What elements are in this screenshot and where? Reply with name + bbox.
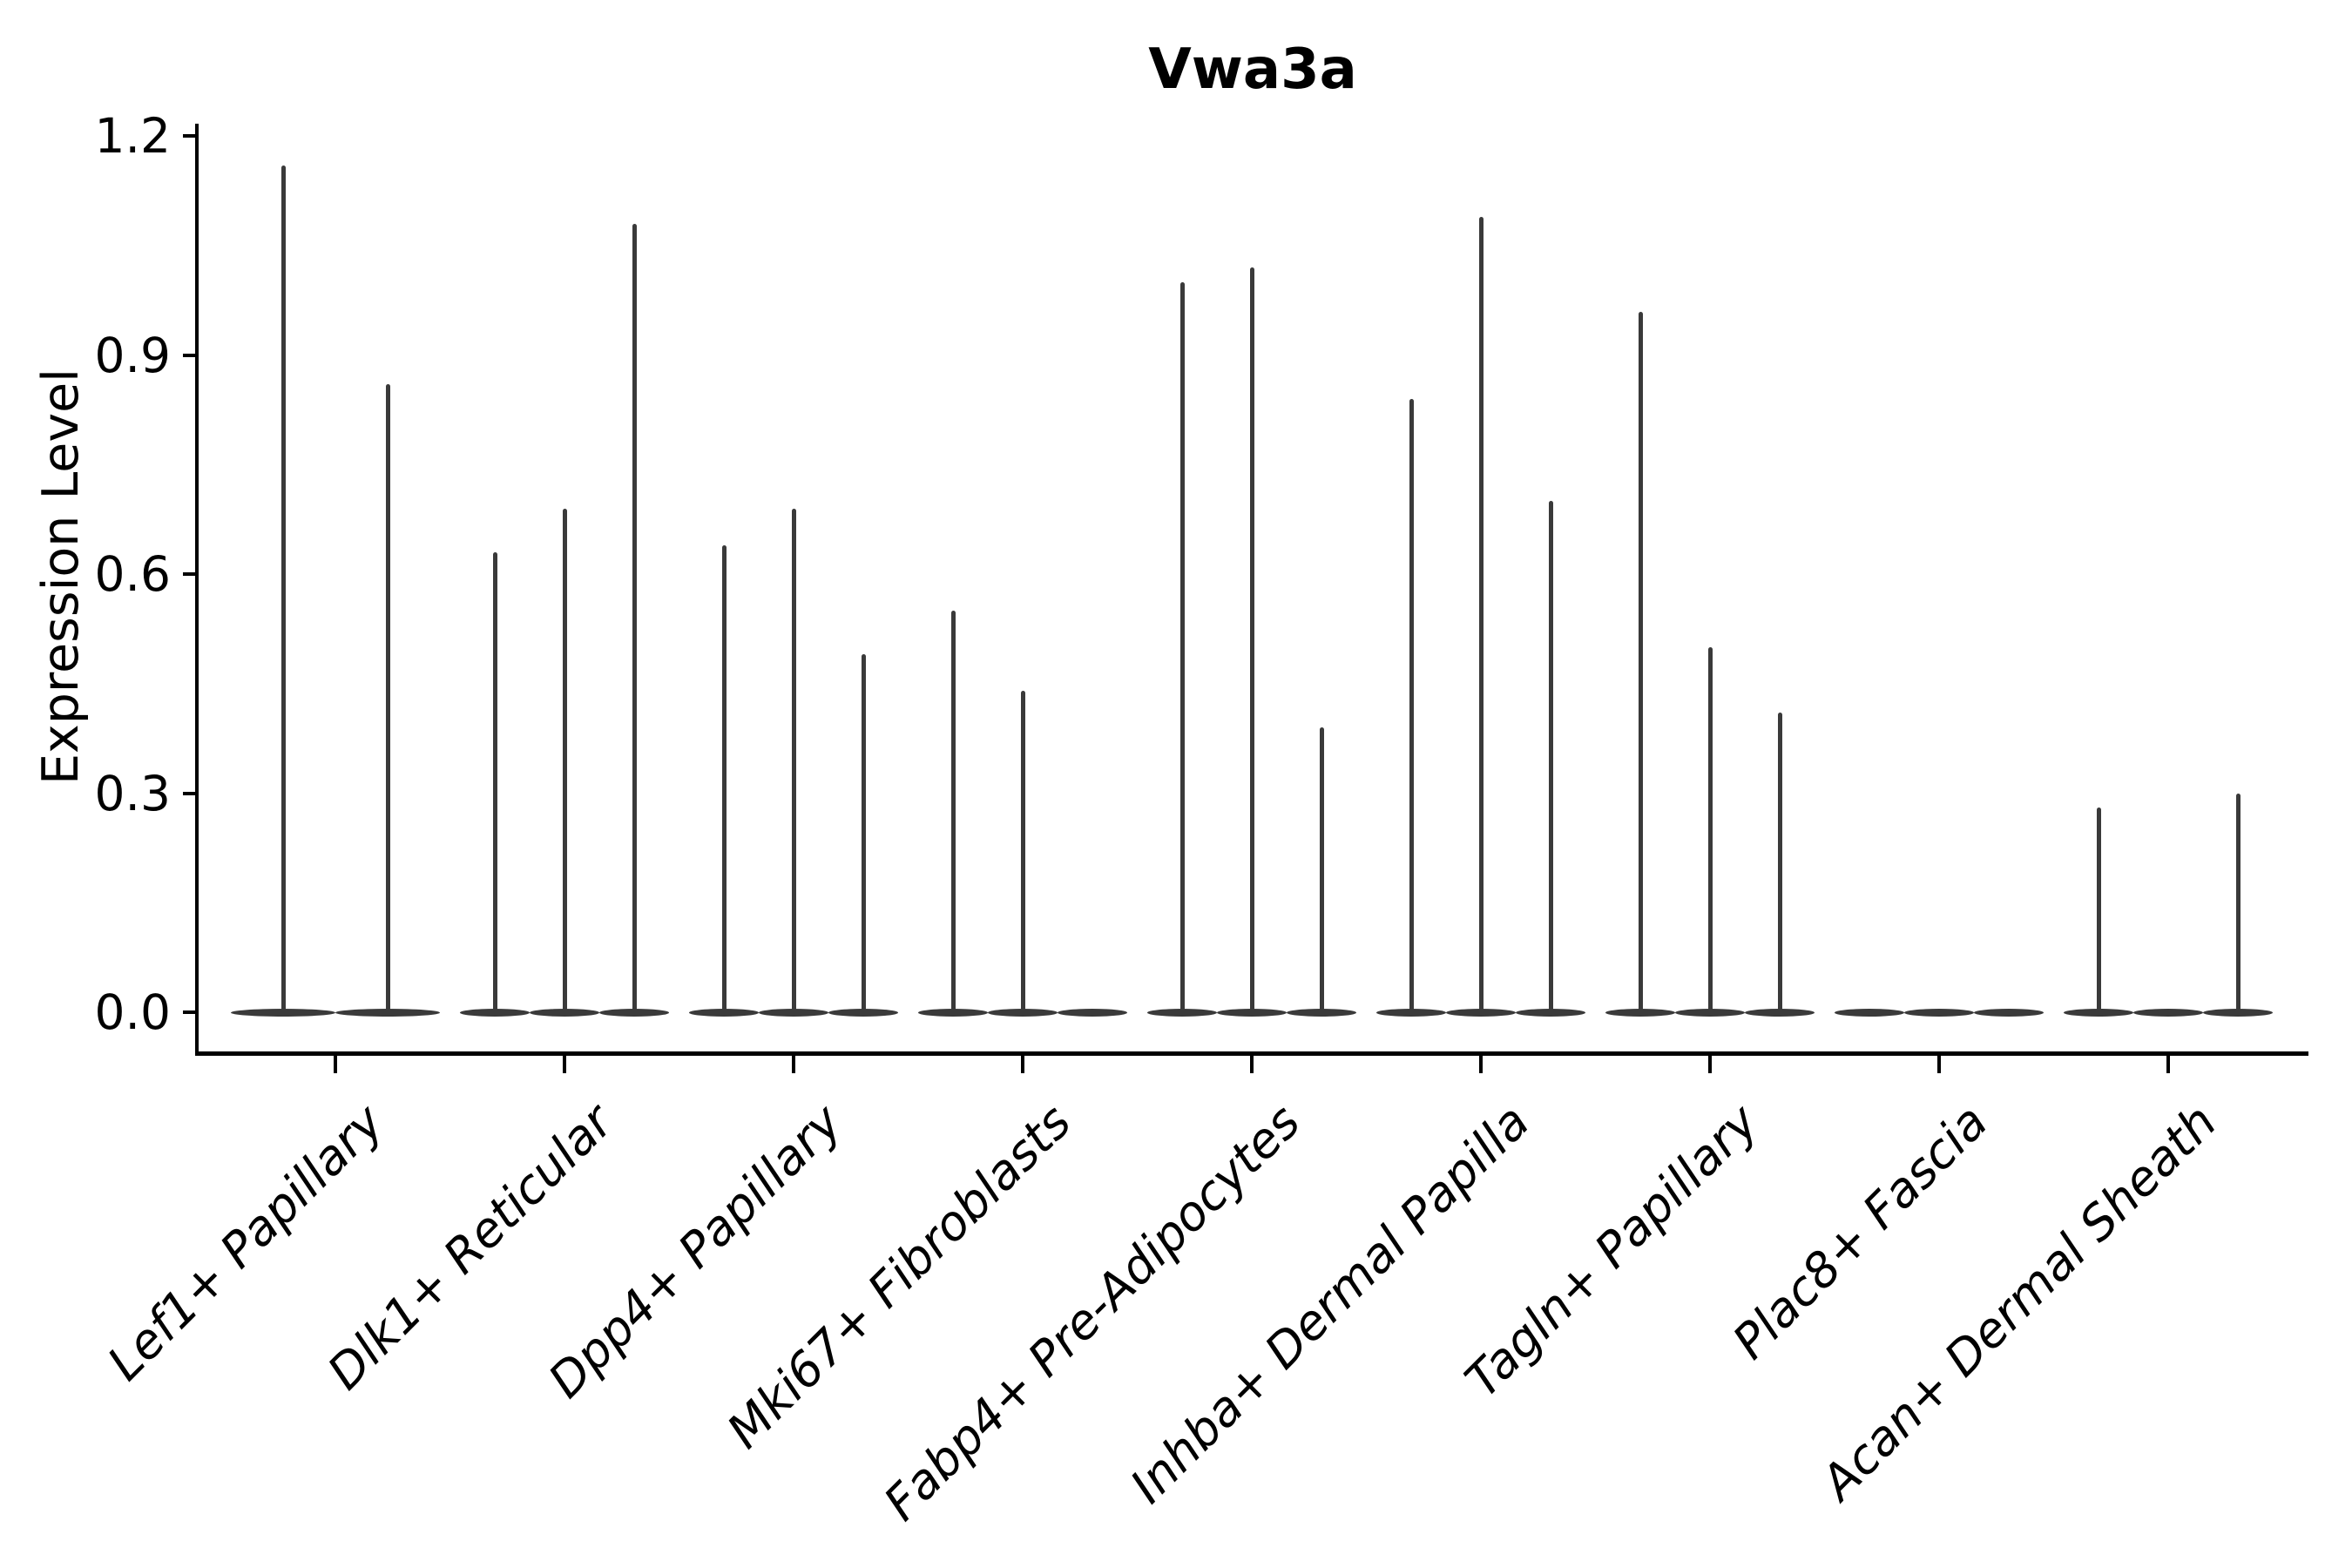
violin-base (689, 1008, 759, 1017)
y-tick-label: 0.6 (94, 546, 171, 603)
y-tick-label: 0.3 (94, 765, 171, 821)
x-tick (1250, 1056, 1254, 1073)
violin-base (1904, 1008, 1974, 1017)
x-tick (1479, 1056, 1483, 1073)
violin-spike (861, 654, 866, 1012)
x-axis-spine (195, 1051, 2308, 1056)
y-tick (183, 353, 195, 357)
violin-base (460, 1008, 530, 1017)
violin-base (828, 1008, 898, 1017)
violin-spike (950, 611, 956, 1012)
x-tick (1708, 1056, 1712, 1073)
y-tick (183, 134, 195, 139)
violin-base (1605, 1008, 1675, 1017)
x-tick (334, 1056, 337, 1073)
violin-base (1745, 1008, 1815, 1017)
violin-base (2064, 1008, 2133, 1017)
violin-spike (1179, 282, 1185, 1012)
violin-spike (791, 509, 796, 1012)
violin-spike (280, 166, 286, 1012)
x-tick (563, 1056, 566, 1073)
violin-spike (385, 384, 390, 1012)
y-axis-spine (195, 124, 199, 1056)
y-tick-label: 0.9 (94, 327, 171, 383)
violin-spike (1548, 501, 1553, 1012)
y-tick-label: 0.0 (94, 984, 171, 1040)
violin-spike (2235, 794, 2240, 1012)
violin-base (1675, 1008, 1745, 1017)
violin-base (1287, 1008, 1356, 1017)
y-tick (183, 1010, 195, 1014)
violin-spike (1478, 217, 1484, 1012)
x-tick (1021, 1056, 1024, 1073)
violin-spike (562, 509, 567, 1012)
violin-base (2203, 1008, 2273, 1017)
violin-spike (1777, 713, 1782, 1012)
violin-spike (1409, 399, 1414, 1012)
violin-base (1147, 1008, 1217, 1017)
violin-base (1058, 1008, 1127, 1017)
y-tick (183, 791, 195, 795)
violin-base (1516, 1008, 1585, 1017)
violin-spike (721, 545, 727, 1012)
chart-title: Vwa3a (1148, 37, 1357, 102)
violin-base (759, 1008, 828, 1017)
violin-spike (1249, 267, 1254, 1012)
violin-spike (492, 552, 497, 1012)
x-tick (792, 1056, 795, 1073)
violin-base (918, 1008, 988, 1017)
violin-spike (1638, 312, 1643, 1012)
y-tick (183, 572, 195, 577)
violin-spike (632, 224, 637, 1012)
x-tick (2166, 1056, 2170, 1073)
violin-spike (2096, 808, 2101, 1012)
violin-spike (1319, 727, 1324, 1012)
violin-base (1217, 1008, 1287, 1017)
violin-spike (1707, 647, 1713, 1012)
violin-base (1376, 1008, 1446, 1017)
y-tick-label: 1.2 (94, 108, 171, 165)
violin-base (335, 1008, 440, 1017)
violin-base (988, 1008, 1058, 1017)
violin-base (1446, 1008, 1516, 1017)
violin-base (2133, 1008, 2203, 1017)
violin-spike (1020, 691, 1025, 1012)
violin-base (1835, 1008, 1904, 1017)
violin-base (1974, 1008, 2044, 1017)
violin-base (530, 1008, 599, 1017)
violin-base (231, 1008, 335, 1017)
x-tick (1937, 1056, 1941, 1073)
violin-base (599, 1008, 669, 1017)
